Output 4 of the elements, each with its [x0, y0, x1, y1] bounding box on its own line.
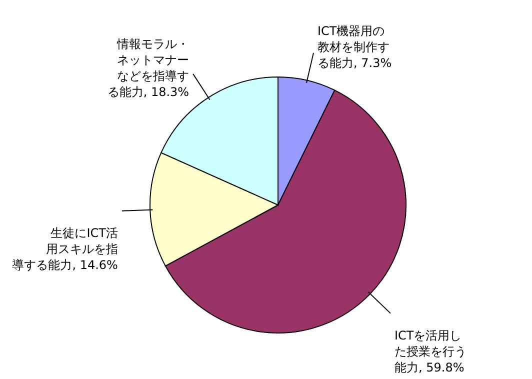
slice-label: 生徒にICT活用スキルを指導する能力, 14.6% [12, 226, 118, 272]
slice-label: ICT機器用の教材を制作する能力, 7.3% [318, 24, 392, 70]
slice-label: ICTを活用した授業を行う能力, 59.8% [394, 328, 466, 374]
slice-label: 情報モラル・ネットマナーなどを指導する能力, 18.3% [107, 36, 190, 99]
